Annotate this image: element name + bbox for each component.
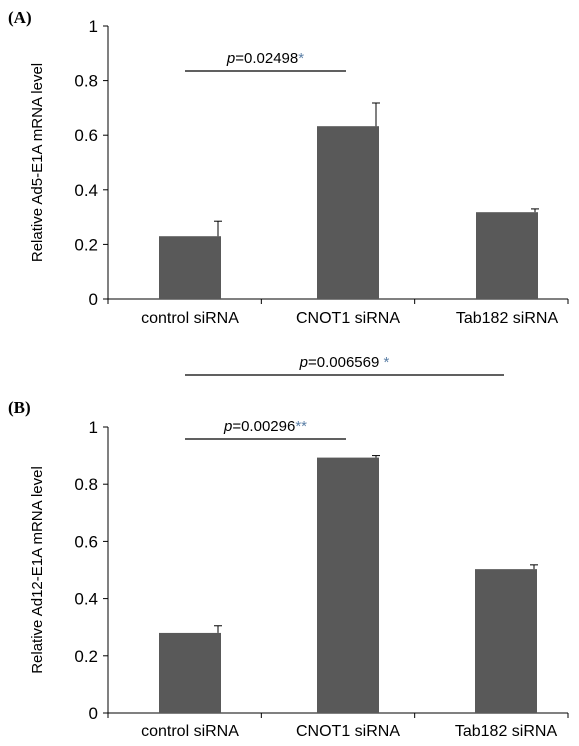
- y-tick-label: 0.4: [74, 181, 98, 200]
- x-category-label: Tab182 siRNA: [456, 310, 559, 327]
- x-category-label: CNOT1 siRNA: [296, 310, 400, 327]
- bar: [475, 569, 537, 713]
- significance-stars: **: [295, 418, 307, 435]
- p-value-text: =0.006569: [308, 354, 384, 371]
- y-tick-label: 0: [89, 704, 98, 723]
- bar: [159, 236, 221, 299]
- x-category-label: control siRNA: [141, 310, 239, 327]
- panel-label: (B): [8, 398, 31, 417]
- p-value-label: p=0.006569 *: [299, 354, 390, 371]
- x-category-label: CNOT1 siRNA: [296, 723, 400, 740]
- y-tick-label: 0: [89, 290, 98, 309]
- p-value-label: p=0.02498*: [226, 50, 304, 67]
- p-symbol: p: [223, 418, 232, 435]
- panel-label: (A): [8, 8, 32, 27]
- x-category-label: control siRNA: [141, 723, 239, 740]
- y-tick-label: 0.4: [74, 590, 98, 609]
- bar: [317, 126, 379, 299]
- y-tick-label: 0.6: [74, 126, 98, 145]
- bar: [317, 457, 379, 713]
- y-tick-label: 0.8: [74, 475, 98, 494]
- p-value-text: =0.02498: [235, 50, 298, 67]
- y-tick-label: 0.2: [74, 235, 98, 254]
- y-tick-label: 0.2: [74, 647, 98, 666]
- y-axis-label: Relative Ad5-E1A mRNA level: [29, 63, 46, 262]
- bar: [476, 212, 538, 299]
- y-tick-label: 0.8: [74, 72, 98, 91]
- y-axis-label: Relative Ad12-E1A mRNA level: [29, 466, 46, 674]
- bar: [159, 632, 221, 713]
- p-symbol: p: [299, 354, 308, 371]
- x-category-label: Tab182 siRNA: [455, 723, 558, 740]
- p-value-label: p=0.00296**: [223, 418, 307, 435]
- panel-a-chart: (A) 0 0.2 0.4 0.6 0.8 1 control siRNA CNOT1 siRN…: [8, 8, 569, 327]
- significance-stars: *: [384, 354, 390, 371]
- panel-b-chart: (B) 0 0.2 0.4 0.6 0.8 1 control siRNA CNOT1 siRN…: [8, 354, 569, 740]
- y-tick-label: 1: [89, 17, 98, 36]
- significance-stars: *: [298, 50, 304, 67]
- y-tick-label: 1: [89, 418, 98, 437]
- y-tick-label: 0.6: [74, 532, 98, 551]
- p-value-text: =0.00296: [232, 418, 295, 435]
- p-symbol: p: [226, 50, 235, 67]
